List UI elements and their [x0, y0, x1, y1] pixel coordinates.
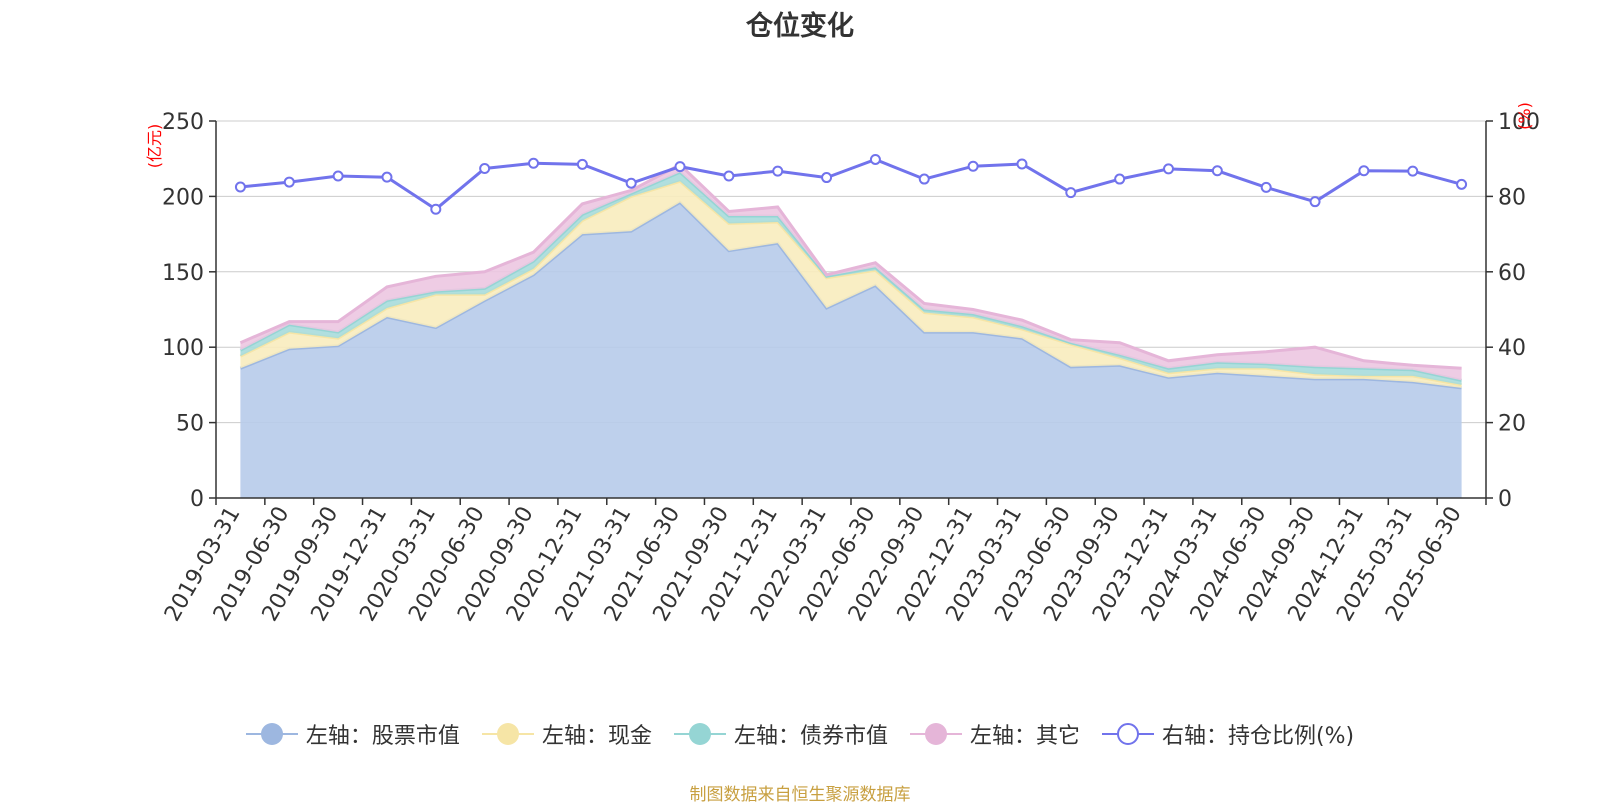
right-axis-tick-label: 80 — [1498, 185, 1526, 210]
holding-ratio-point — [234, 181, 246, 193]
position-change-chart: 0501001502002500204060801002019-03-31201… — [145, 102, 1540, 626]
holding-ratio-point — [1065, 187, 1077, 199]
legend-label-stock-value: 左轴：股票市值 — [305, 724, 460, 749]
holding-ratio-point — [821, 172, 833, 184]
area-series-1 — [240, 181, 1462, 388]
holding-ratio-point — [1114, 173, 1126, 185]
legend-symbol-cash — [481, 723, 534, 745]
holding-ratio-point — [918, 173, 930, 185]
legend-item-other[interactable]: 左轴：其它 — [909, 718, 1080, 750]
holding-ratio-point — [1456, 178, 1468, 190]
right-axis-tick-label: 40 — [1498, 336, 1526, 361]
legend-symbol-holding-ratio — [1101, 723, 1154, 745]
holding-ratio-point — [967, 160, 979, 172]
holding-ratio-point — [723, 170, 735, 182]
left-axis-tick-label: 50 — [176, 412, 204, 437]
holding-ratio-point — [1211, 165, 1223, 177]
holding-ratio-point — [1163, 163, 1174, 175]
holding-ratio-path — [240, 157, 1462, 212]
holding-ratio-point — [625, 177, 637, 189]
legend-label-cash: 左轴：现金 — [541, 724, 652, 749]
holding-ratio-point — [1016, 158, 1028, 170]
holding-ratio-point — [1407, 165, 1419, 177]
holding-ratio-point — [528, 157, 539, 169]
legend-label-bond-value: 左轴：债券市值 — [733, 724, 888, 749]
left-axis-unit-label: (亿元) — [145, 124, 164, 169]
legend-item-holding-ratio[interactable]: 右轴：持仓比例(%) — [1101, 718, 1355, 750]
legend-item-bond-value[interactable]: 左轴：债券市值 — [673, 718, 888, 750]
chart-title: 仓位变化 — [746, 11, 854, 42]
holding-ratio-point — [283, 176, 295, 188]
right-axis-tick-label: 60 — [1498, 261, 1526, 286]
area-series-0 — [240, 202, 1462, 498]
legend-item-cash[interactable]: 左轴：现金 — [481, 718, 652, 750]
left-axis-tick-label: 200 — [162, 185, 204, 210]
left-axis-tick-label: 0 — [190, 487, 204, 512]
holding-ratio-line — [234, 153, 1468, 215]
source-note: 制图数据来自恒生聚源数据库 — [689, 785, 911, 805]
legend-label-other: 左轴：其它 — [969, 724, 1080, 749]
legend-item-stock-value[interactable]: 左轴：股票市值 — [245, 718, 460, 750]
holding-ratio-point — [1358, 165, 1370, 177]
holding-ratio-point — [674, 161, 686, 173]
holding-ratio-point — [1309, 196, 1321, 208]
holding-ratio-point — [1260, 181, 1272, 193]
right-axis-unit-label: (%) — [1515, 102, 1534, 130]
right-axis-tick-label: 20 — [1498, 412, 1526, 437]
left-axis-tick-label: 150 — [162, 261, 204, 286]
legend-symbol-other — [909, 723, 962, 745]
left-axis-tick-label: 250 — [162, 110, 204, 135]
holding-ratio-point — [479, 163, 491, 175]
holding-ratio-point — [576, 158, 588, 170]
legend-label-holding-ratio: 右轴：持仓比例(%) — [1161, 724, 1355, 749]
holding-ratio-point — [772, 165, 784, 177]
holding-ratio-point — [332, 170, 344, 182]
legend-symbol-stock-value — [245, 723, 298, 745]
left-axis-tick-label: 100 — [162, 336, 204, 361]
legend-symbol-bond-value — [673, 723, 726, 745]
holding-ratio-point — [430, 203, 442, 215]
chart-legend: 左轴：股票市值 左轴：现金 左轴：债券市值 左轴：其它 右轴：持仓比例(%) — [0, 718, 1600, 750]
holding-ratio-point — [869, 153, 881, 165]
stacked-areas — [239, 162, 1462, 498]
area-edge-series-3 — [239, 162, 1462, 370]
right-axis-tick-label: 100 — [1498, 110, 1540, 135]
holding-ratio-point — [381, 171, 393, 183]
right-axis-tick-label: 0 — [1498, 487, 1512, 512]
